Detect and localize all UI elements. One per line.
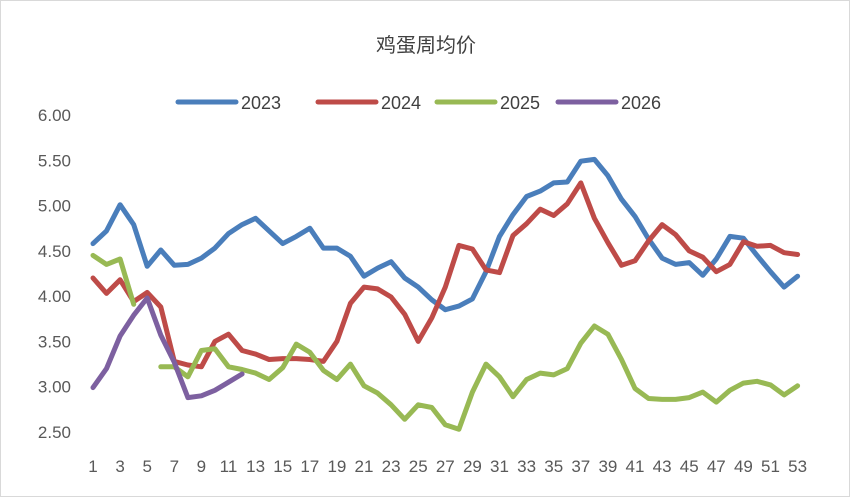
x-tick-label: 13 [246, 457, 265, 476]
series-line-2023 [90, 156, 801, 313]
x-tick-label: 27 [436, 457, 455, 476]
x-tick-label: 51 [761, 457, 780, 476]
x-tick-label: 9 [197, 457, 206, 476]
x-tick-label: 41 [626, 457, 645, 476]
x-tick-label: 43 [653, 457, 672, 476]
y-tick-label: 6.00 [38, 106, 71, 125]
x-tick-label: 17 [300, 457, 319, 476]
y-tick-label: 5.00 [38, 197, 71, 216]
x-tick-label: 47 [707, 457, 726, 476]
y-tick-label: 4.50 [38, 242, 71, 261]
x-tick-label: 15 [273, 457, 292, 476]
series-2024 [90, 180, 801, 370]
x-tick-label: 3 [115, 457, 124, 476]
x-tick-label: 1 [88, 457, 97, 476]
series-line-2024 [90, 180, 801, 370]
y-tick-label: 3.50 [38, 332, 71, 351]
x-tick-label: 11 [220, 457, 238, 476]
plot-area [90, 156, 801, 432]
x-tick-label: 35 [544, 457, 563, 476]
series-2023 [90, 156, 801, 313]
y-tick-label: 2.50 [38, 423, 71, 442]
y-axis: 6.00 5.50 5.00 4.50 4.00 3.50 3.00 2.50 [38, 106, 71, 442]
x-tick-label: 19 [327, 457, 346, 476]
x-tick-label: 33 [517, 457, 536, 476]
series-line-2026 [90, 295, 245, 401]
x-tick-label: 25 [409, 457, 428, 476]
x-tick-label: 37 [571, 457, 590, 476]
x-tick-label: 5 [142, 457, 151, 476]
x-tick-label: 29 [463, 457, 482, 476]
legend-label-2024: 2024 [381, 93, 421, 113]
y-tick-label: 3.00 [38, 378, 71, 397]
x-tick-label: 23 [382, 457, 401, 476]
legend-label-2025: 2025 [500, 93, 540, 113]
x-tick-label: 7 [170, 457, 179, 476]
legend-label-2026: 2026 [621, 93, 661, 113]
x-axis: 1 3 5 7 9 11 13 15 17 19 21 23 25 27 29 31 33 35 37 39 41 43 4… [88, 457, 807, 476]
legend: 2023 2024 2025 2026 [175, 93, 661, 113]
series-line-2025 [90, 252, 137, 307]
x-tick-label: 53 [788, 457, 807, 476]
x-tick-label: 39 [598, 457, 617, 476]
x-tick-label: 21 [355, 457, 374, 476]
x-tick-label: 31 [490, 457, 509, 476]
y-tick-label: 5.50 [38, 151, 71, 170]
legend-label-2023: 2023 [241, 93, 281, 113]
series-2026 [90, 295, 245, 401]
x-tick-label: 45 [680, 457, 699, 476]
chart-title: 鸡蛋周均价 [376, 33, 476, 57]
y-tick-label: 4.00 [38, 287, 71, 306]
x-tick-label: 49 [734, 457, 753, 476]
series-2025 [90, 252, 801, 432]
series-line-2025 [158, 323, 801, 432]
